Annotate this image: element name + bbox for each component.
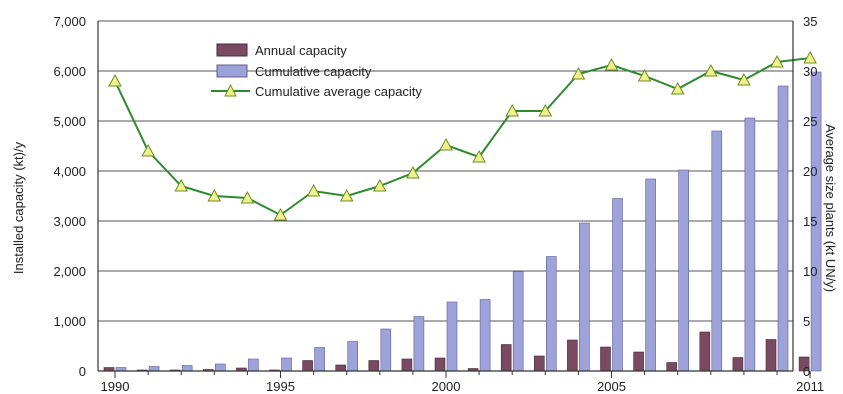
bar-annual bbox=[600, 346, 611, 372]
y-left-tick-label: 0 bbox=[79, 364, 86, 379]
bar-annual bbox=[732, 357, 744, 372]
average-point bbox=[770, 54, 784, 68]
y-right-tick-label: 0 bbox=[803, 364, 810, 379]
bar-annual bbox=[666, 362, 678, 372]
y-right-tick-label: 35 bbox=[803, 14, 817, 29]
y-left-tick-label: 4,000 bbox=[53, 164, 86, 179]
average-point bbox=[505, 103, 520, 117]
average-point bbox=[803, 50, 817, 64]
bar-annual bbox=[533, 355, 545, 372]
y-right-tick-label: 5 bbox=[803, 314, 810, 329]
average-point bbox=[174, 178, 189, 192]
bar-cumulative bbox=[678, 169, 690, 372]
bar-cumulative bbox=[545, 256, 557, 372]
bar-cumulative bbox=[479, 299, 491, 372]
y-right-tick-label: 25 bbox=[803, 114, 817, 129]
legend-label-cumulative: Cumulative capacity bbox=[255, 64, 372, 79]
bar-cumulative bbox=[413, 316, 425, 372]
average-point bbox=[141, 143, 155, 157]
bar-cumulative bbox=[512, 271, 524, 372]
bar-cumulative bbox=[215, 363, 226, 372]
average-point bbox=[306, 183, 321, 197]
bar-annual bbox=[765, 339, 777, 372]
legend-swatch-annual bbox=[216, 43, 248, 57]
bar-cumulative bbox=[248, 358, 259, 372]
bar-cumulative bbox=[645, 178, 656, 372]
y-axis-right-title: Average size plants (kt UN/y) bbox=[823, 124, 838, 292]
average-point bbox=[273, 207, 288, 221]
average-point bbox=[207, 188, 222, 202]
bar-cumulative bbox=[380, 328, 392, 372]
average-point bbox=[240, 190, 255, 204]
bar-annual bbox=[699, 331, 711, 372]
average-point bbox=[472, 149, 486, 163]
x-tick-label: 2000 bbox=[432, 379, 461, 394]
average-point bbox=[108, 73, 122, 87]
x-tick-label: 1990 bbox=[101, 379, 130, 394]
bar-annual bbox=[401, 358, 413, 372]
bar-annual bbox=[633, 351, 644, 372]
legend-label-annual: Annual capacity bbox=[255, 43, 347, 58]
bar-cumulative bbox=[181, 365, 193, 372]
average-point bbox=[439, 137, 453, 151]
x-tick-label: 1995 bbox=[266, 379, 295, 394]
x-tick-label: 2005 bbox=[597, 379, 626, 394]
bar-annual bbox=[567, 339, 578, 372]
y-right-tick-label: 15 bbox=[803, 214, 817, 229]
average-point bbox=[637, 68, 652, 82]
average-point bbox=[571, 66, 586, 80]
y-left-tick-label: 2,000 bbox=[53, 264, 86, 279]
axes: 0 0 1,000 5 2,000 10 3,000 15 4,000 20 5,000 25 6,00… bbox=[53, 14, 824, 394]
bar-cumulative bbox=[810, 71, 822, 372]
bar-annual bbox=[335, 364, 347, 372]
bar-cumulative bbox=[711, 130, 723, 372]
legend-swatch-cumulative bbox=[216, 64, 248, 78]
y-axis-left-title: Installed capacity (kt)/y bbox=[11, 141, 26, 274]
average-point bbox=[406, 165, 420, 179]
y-left-tick-label: 6,000 bbox=[53, 64, 86, 79]
bar-annual bbox=[798, 356, 810, 372]
average-point bbox=[372, 178, 387, 192]
y-right-tick-label: 20 bbox=[803, 164, 817, 179]
y-left-tick-label: 1,000 bbox=[53, 314, 86, 329]
y-right-tick-label: 30 bbox=[803, 64, 817, 79]
legend: Annual capacity Cumulative capacity Cumu… bbox=[211, 43, 422, 99]
average-point bbox=[339, 188, 354, 202]
average-point bbox=[737, 72, 751, 86]
average-point bbox=[538, 103, 553, 117]
bar-cumulative bbox=[446, 301, 458, 372]
average-point bbox=[670, 81, 685, 95]
y-left-tick-label: 3,000 bbox=[53, 214, 86, 229]
bar-cumulative bbox=[347, 341, 359, 372]
average-point bbox=[703, 63, 718, 77]
y-left-tick-label: 5,000 bbox=[53, 114, 86, 129]
y-left-tick-label: 7,000 bbox=[53, 14, 86, 29]
gridlines bbox=[98, 20, 793, 322]
bar-cumulative bbox=[314, 347, 325, 372]
bar-annual bbox=[500, 344, 512, 372]
y-right-tick-label: 10 bbox=[803, 264, 817, 279]
legend-marker-average bbox=[224, 83, 237, 97]
x-tick-label: 2011 bbox=[796, 379, 824, 394]
bar-cumulative bbox=[612, 198, 623, 372]
bar-cumulative bbox=[579, 222, 590, 372]
legend-label-average: Cumulative average capacity bbox=[255, 84, 422, 99]
bar-cumulative bbox=[777, 85, 789, 372]
bar-annual bbox=[368, 360, 380, 372]
bar-cumulative bbox=[744, 117, 756, 372]
bar-cumulative bbox=[148, 366, 160, 372]
average-line bbox=[108, 50, 817, 221]
average-line-path bbox=[114, 57, 811, 217]
bar-cumulative bbox=[281, 357, 292, 372]
bar-annual bbox=[302, 360, 313, 372]
average-point bbox=[604, 57, 619, 71]
bar-annual bbox=[434, 357, 446, 372]
bars bbox=[103, 71, 822, 372]
